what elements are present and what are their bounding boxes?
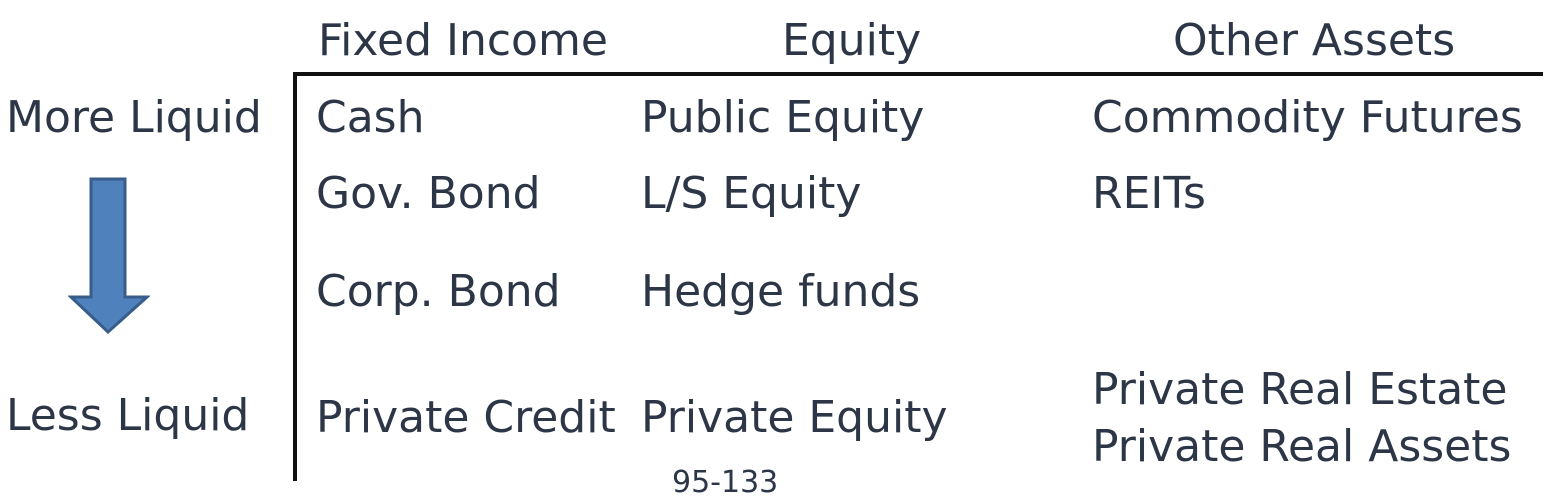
- header-fixed-income: Fixed Income: [318, 15, 608, 66]
- label-more-liquid: More Liquid: [6, 92, 262, 143]
- down-arrow-icon: [68, 177, 150, 335]
- cell-cash: Cash: [316, 92, 425, 143]
- header-equity: Equity: [782, 15, 922, 66]
- cell-private-real-estate: Private Real Estate: [1092, 364, 1508, 415]
- label-less-liquid: Less Liquid: [6, 390, 250, 441]
- cell-private-real-assets: Private Real Assets: [1092, 421, 1512, 472]
- header-other-assets: Other Assets: [1173, 15, 1456, 66]
- cell-hedge-funds: Hedge funds: [641, 266, 921, 317]
- row-label-rule: [293, 73, 297, 481]
- cell-corp-bond: Corp. Bond: [316, 266, 561, 317]
- arrow-shape: [68, 177, 150, 335]
- cell-public-equity: Public Equity: [641, 92, 925, 143]
- cell-private-equity: Private Equity: [641, 392, 948, 443]
- cell-private-credit: Private Credit: [316, 392, 616, 443]
- footer-page-number: 95-133: [672, 465, 779, 500]
- cell-ls-equity: L/S Equity: [641, 168, 862, 219]
- cell-gov-bond: Gov. Bond: [316, 168, 541, 219]
- header-rule: [293, 72, 1543, 76]
- cell-reits: REITs: [1092, 168, 1206, 219]
- cell-commodity-futures: Commodity Futures: [1092, 92, 1523, 143]
